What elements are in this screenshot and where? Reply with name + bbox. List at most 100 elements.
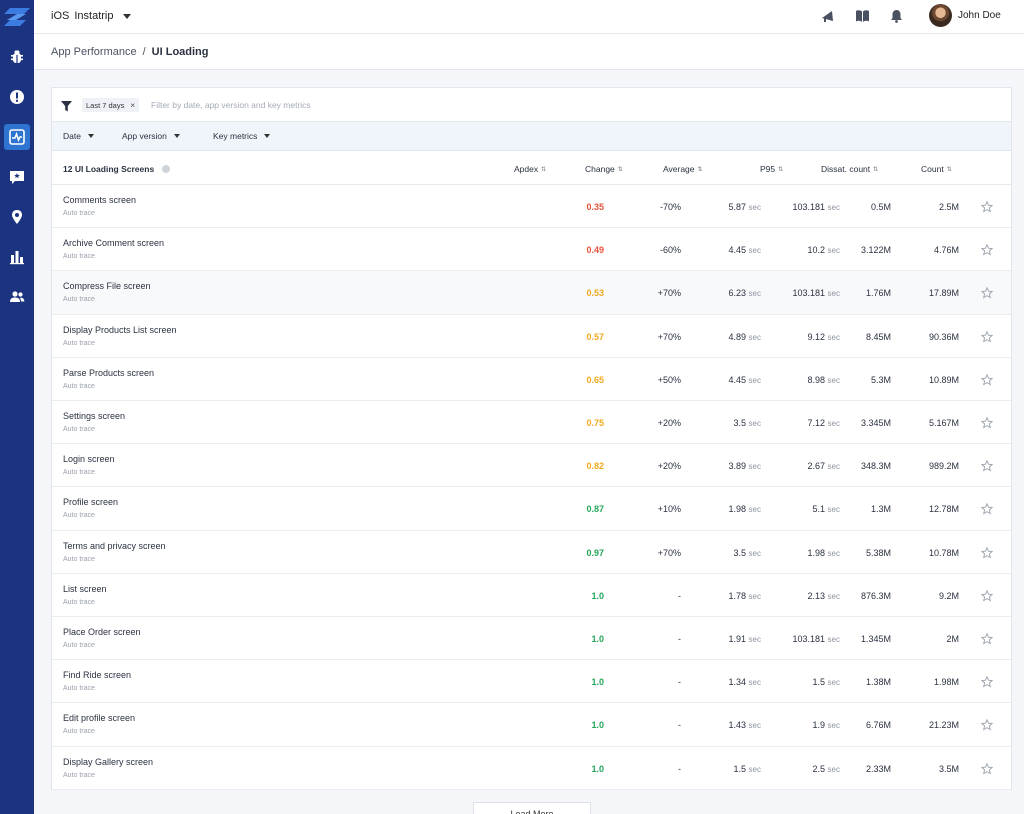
column-dissat-count[interactable]: Dissat. count ⇅ — [821, 164, 878, 174]
unit-label: sec — [827, 678, 840, 688]
screen-name[interactable]: Parse Products screen — [63, 367, 155, 378]
table-row[interactable]: Place Order screen Auto trace 1.0 - 1.91 sec… — [52, 617, 1011, 661]
table-title-text: 12 UI Loading Screens — [63, 164, 155, 174]
p95-value: 1.9 sec — [813, 720, 840, 730]
info-icon[interactable] — [162, 165, 171, 173]
table-row[interactable]: List screen Auto trace 1.0-1.78 sec 2.13 se… — [52, 574, 1011, 617]
apdex-value: 0.97 — [586, 547, 604, 558]
unit-label: sec — [748, 548, 761, 558]
dissat-count-value: 1.345M — [860, 634, 891, 644]
star-icon[interactable] — [980, 459, 994, 477]
nav-location[interactable] — [0, 200, 34, 234]
screen-name[interactable]: Settings screen — [63, 411, 126, 421]
star-icon[interactable] — [980, 373, 994, 391]
table-row[interactable]: Settings screen Auto trace 0.75 +20% 3.5 sec… — [52, 401, 1011, 445]
filter-input[interactable]: Filter by date, app version and key metr… — [151, 100, 311, 110]
screen-name[interactable]: Profile screen — [63, 497, 119, 508]
star-icon[interactable] — [980, 200, 994, 218]
filter-dropdowns: Date App version Key metrics — [52, 122, 1011, 151]
column-change[interactable]: Change ⇅ — [585, 164, 623, 174]
filter-bar: Last 7 days × Filter by date, app versio… — [52, 88, 1011, 122]
star-icon[interactable] — [980, 718, 994, 736]
sort-icon: ⇅ — [946, 166, 952, 173]
screen-name[interactable]: Terms and privacy screen — [63, 540, 166, 551]
column-p95[interactable]: P95 ⇅ — [760, 164, 783, 174]
chevron-down-icon — [123, 13, 132, 19]
table-row[interactable]: Profile screen Auto trace 0.87 +10% 1.98 sec… — [52, 487, 1011, 531]
table-row[interactable]: Archive Comment screen Auto trace 0.49 -60%… — [52, 228, 1011, 272]
star-icon[interactable] — [980, 589, 994, 607]
nav-app-performance[interactable] — [0, 120, 34, 154]
breadcrumb-separator: / — [142, 46, 146, 58]
screen-name[interactable]: List screen — [63, 583, 107, 594]
nav-feedback[interactable] — [0, 160, 34, 194]
location-icon — [4, 204, 30, 230]
unit-label: sec — [748, 764, 761, 774]
user-menu[interactable]: John Doe — [929, 4, 1001, 27]
bell-icon[interactable] — [890, 9, 903, 28]
average-number: 4.45 — [728, 374, 747, 385]
star-icon[interactable] — [980, 632, 994, 650]
breadcrumb-parent[interactable]: App Performance — [51, 46, 137, 58]
star-icon[interactable] — [980, 286, 994, 304]
date-filter-chip[interactable]: Last 7 days × — [82, 98, 140, 112]
nav-analytics[interactable] — [0, 240, 34, 274]
screen-name[interactable]: Compress File screen — [63, 281, 151, 292]
table-row[interactable]: Edit profile screen Auto trace 1.0 - 1.43 se… — [52, 703, 1011, 747]
screen-name[interactable]: Edit profile screen — [63, 713, 136, 724]
screen-name[interactable]: Login screen — [63, 454, 115, 465]
star-icon[interactable] — [980, 243, 994, 261]
megaphone-icon[interactable] — [821, 9, 835, 28]
star-icon[interactable] — [980, 416, 994, 434]
logo-icon[interactable] — [0, 0, 34, 34]
table-row[interactable]: Terms and privacy screen Auto trace 0.97 +7… — [52, 531, 1011, 574]
dissat-count-value: 6.76M — [865, 720, 891, 731]
nav-crash-reporting[interactable] — [0, 80, 34, 114]
app-version-dropdown[interactable]: App version — [122, 131, 180, 141]
screen-name[interactable]: Find Ride screen — [63, 670, 132, 681]
page-title: UI Loading — [151, 46, 209, 58]
nav-team[interactable] — [0, 280, 34, 314]
table-row[interactable]: Find Ride screen Auto trace 1.0-1.34 sec 1.… — [52, 660, 1011, 704]
unit-label: sec — [748, 332, 761, 342]
star-icon[interactable] — [980, 762, 994, 780]
table-row[interactable]: Parse Products screen Auto trace 0.65 +50% 4… — [52, 358, 1011, 401]
count-value: 2M — [946, 634, 959, 644]
table-row[interactable]: Comments screen Auto trace 0.35 -70% 5.87 se… — [52, 185, 1011, 229]
dropdown-label: Date — [63, 131, 81, 141]
change-value: +70% — [657, 288, 681, 299]
table-row[interactable]: Display Gallery screen Auto trace 1.0 - 1.5 … — [52, 747, 1011, 790]
chip-close-icon[interactable]: × — [130, 101, 136, 110]
screen-name[interactable]: Archive Comment screen — [63, 238, 165, 249]
column-average[interactable]: Average ⇅ — [663, 164, 703, 174]
unit-label: sec — [827, 246, 840, 256]
star-icon[interactable] — [980, 502, 994, 520]
trace-type: Auto trace — [63, 469, 95, 477]
filter-icon[interactable] — [61, 99, 72, 117]
star-icon[interactable] — [980, 546, 994, 564]
screen-name[interactable]: Display Gallery screen — [63, 756, 154, 767]
chip-label: Last 7 days — [86, 101, 125, 110]
nav-bug-reporting[interactable] — [0, 40, 34, 74]
screen-name[interactable]: Place Order screen — [63, 627, 141, 637]
chevron-down-icon — [173, 134, 180, 138]
unit-label: sec — [827, 764, 840, 774]
table-row[interactable]: Login screen Auto trace 0.82 +20% 3.89 sec 2.… — [52, 444, 1011, 488]
app-switcher[interactable]: iOS Instatrip — [51, 10, 132, 22]
star-icon[interactable] — [980, 675, 994, 693]
change-value: +20% — [657, 461, 681, 472]
top-bar: iOS Instatrip John Doe — [34, 0, 1024, 34]
column-count[interactable]: Count ⇅ — [921, 164, 952, 174]
load-more-button[interactable]: Load More — [473, 802, 591, 814]
star-icon[interactable] — [980, 330, 994, 348]
date-dropdown[interactable]: Date — [63, 131, 94, 141]
table-row[interactable]: Display Products List screen Auto trace 0.… — [52, 315, 1011, 358]
unit-label: sec — [827, 548, 840, 558]
book-icon[interactable] — [855, 9, 870, 28]
column-apdex[interactable]: Apdex ⇅ — [514, 164, 546, 174]
screen-name[interactable]: Comments screen — [63, 195, 137, 205]
key-metrics-dropdown[interactable]: Key metrics — [213, 131, 271, 141]
table-row[interactable]: Compress File screen Auto trace 0.53 +70% 6.… — [52, 271, 1011, 315]
screen-name[interactable]: Display Products List screen — [63, 324, 177, 335]
alert-icon — [4, 84, 30, 110]
